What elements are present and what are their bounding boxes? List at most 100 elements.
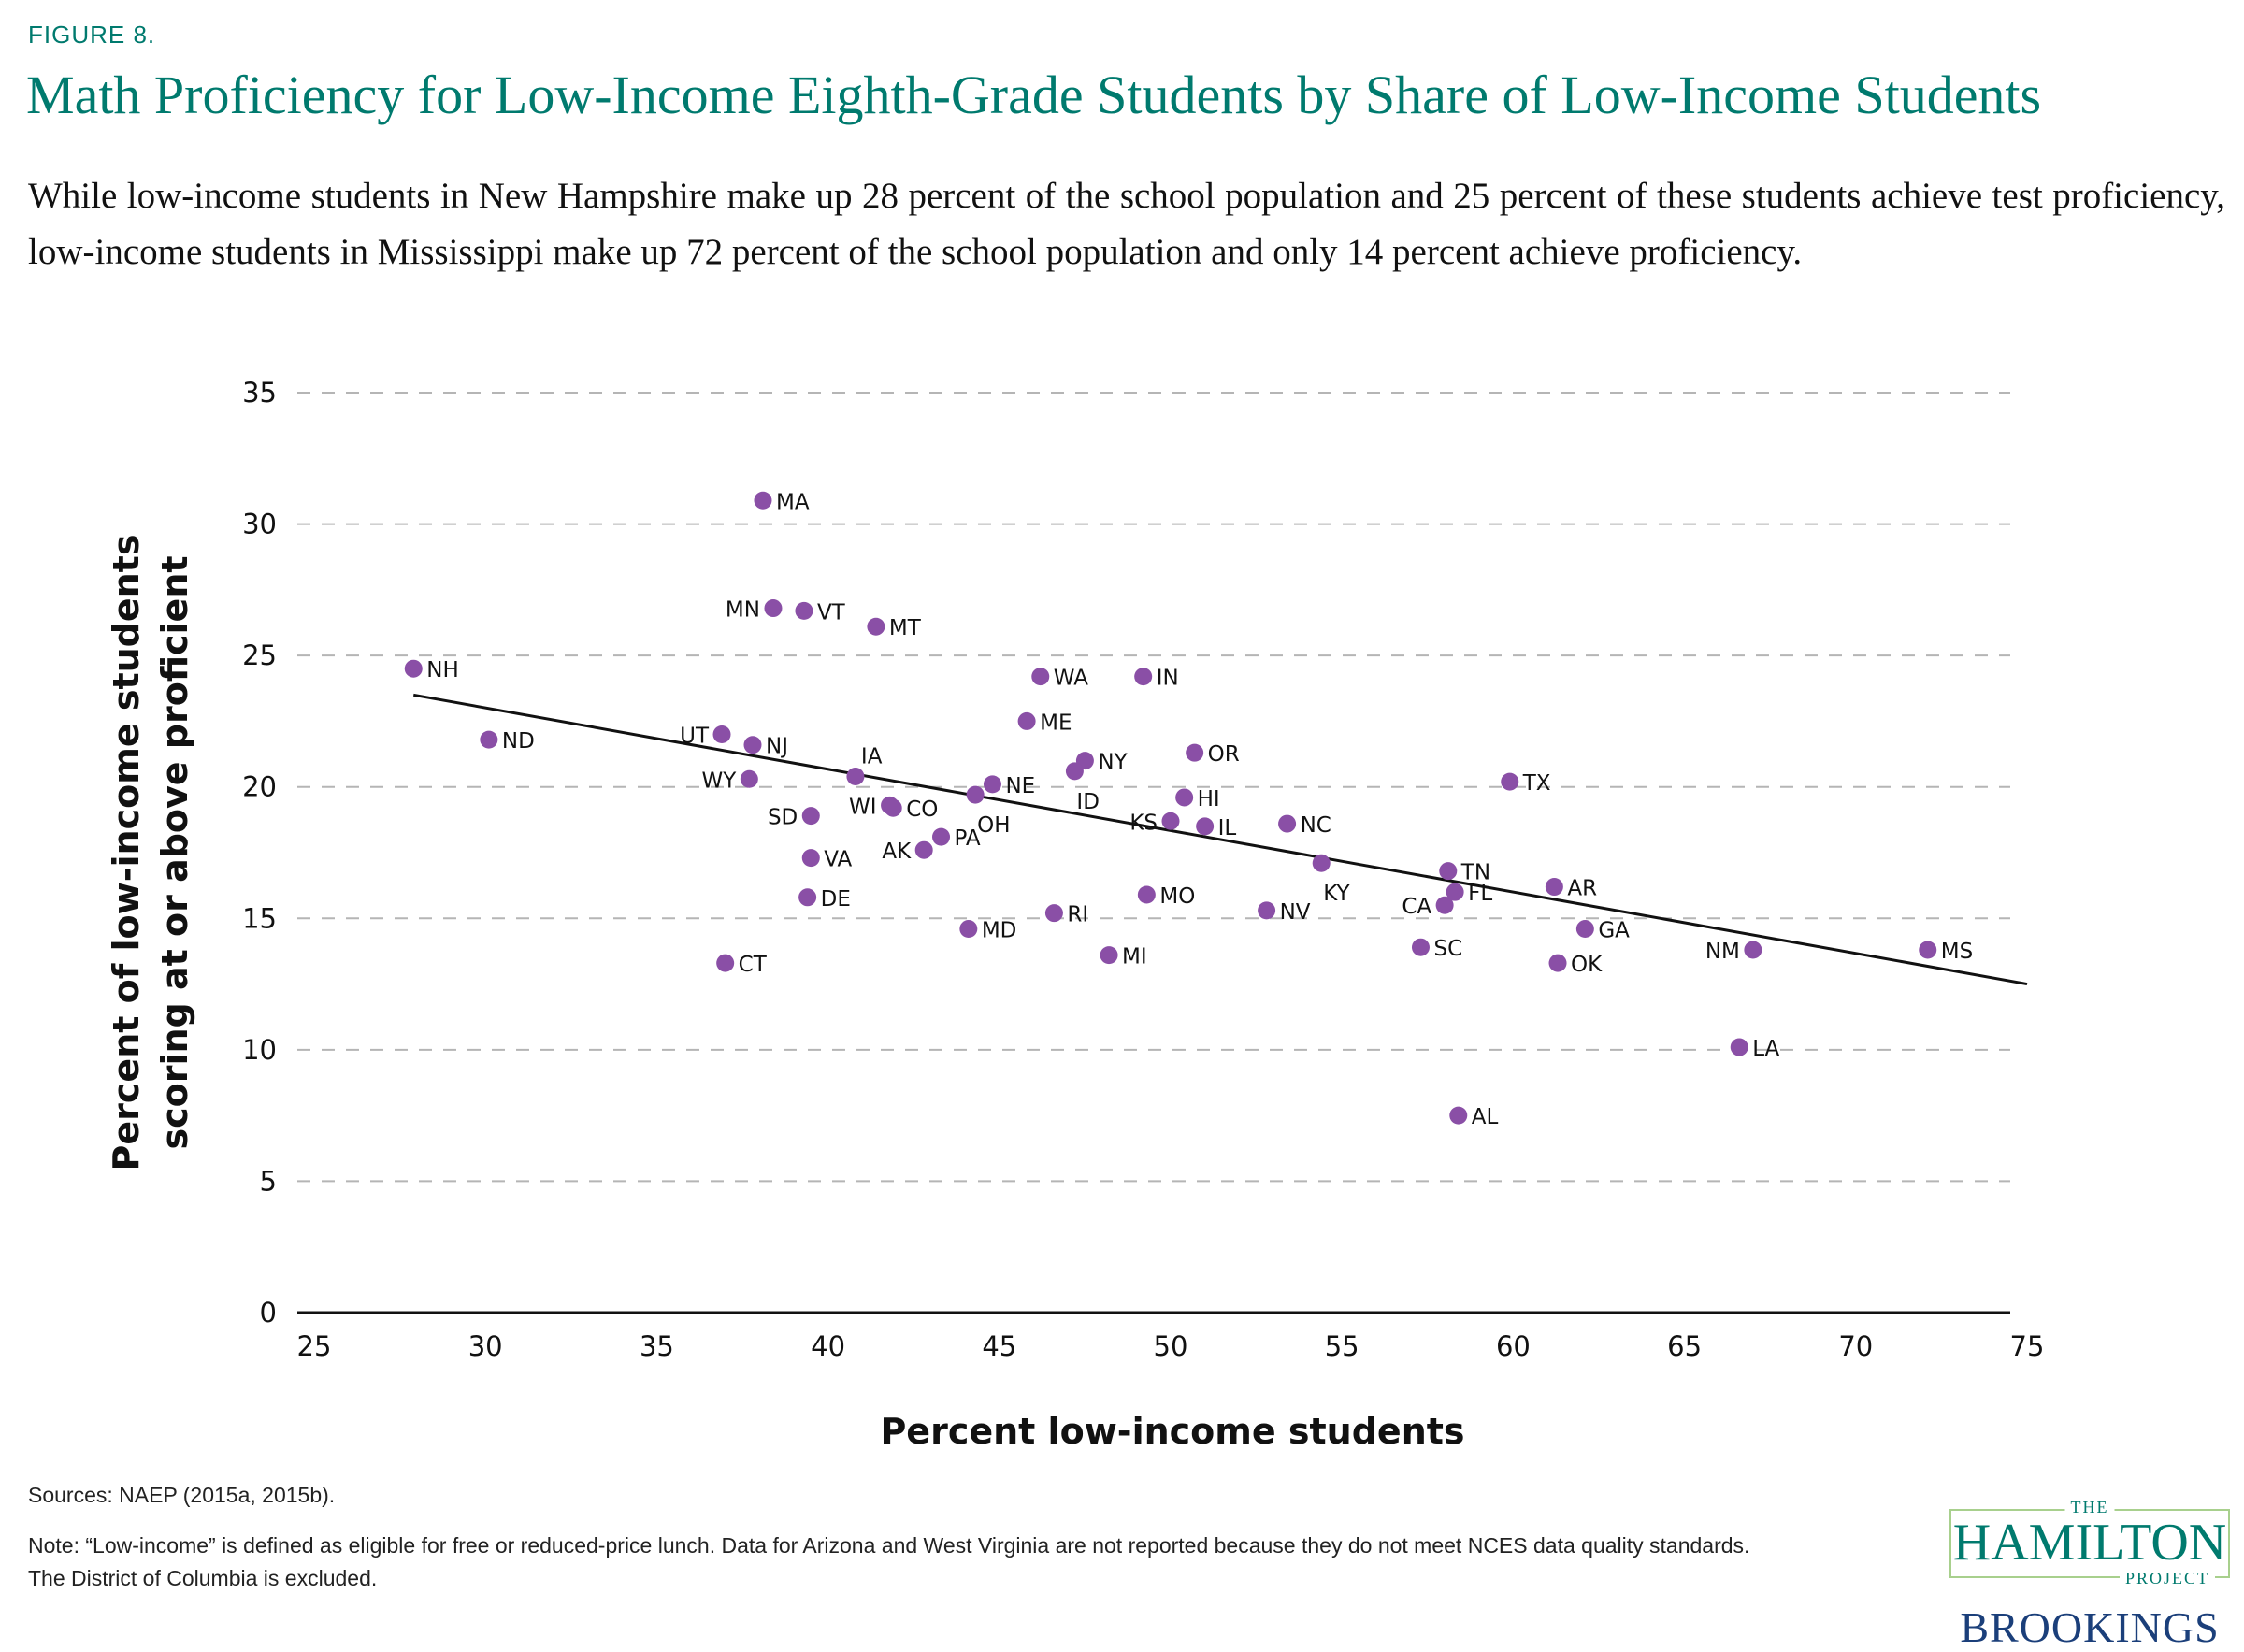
data-point-sd: [801, 807, 820, 826]
data-point-la: [1730, 1038, 1748, 1056]
data-point-ok: [1548, 954, 1567, 972]
data-point-nm: [1744, 941, 1762, 959]
y-tick-label: 10: [242, 1034, 277, 1066]
data-point-nv: [1258, 901, 1276, 920]
data-point-fl: [1446, 883, 1464, 901]
gridlines: [297, 392, 2010, 1183]
data-label-me: ME: [1040, 711, 1072, 735]
data-label-id: ID: [1076, 790, 1100, 814]
data-point-vt: [795, 601, 813, 620]
logo-hamilton: HAMILTON: [1952, 1514, 2227, 1572]
data-point-ms: [1919, 941, 1937, 959]
data-point-wy: [740, 769, 758, 788]
data-point-or: [1186, 743, 1204, 762]
x-tick-label: 65: [1667, 1330, 1702, 1362]
x-tick-label: 60: [1496, 1330, 1531, 1362]
data-label-al: AL: [1472, 1105, 1499, 1129]
data-label-pa: PA: [955, 826, 981, 851]
data-point-ky: [1312, 854, 1331, 872]
data-label-nd: ND: [502, 729, 535, 754]
data-label-nh: NH: [426, 658, 459, 682]
y-tick-labels: 0 5 10 15 20 25 30 35: [242, 377, 277, 1329]
logo-project: PROJECT: [2119, 1569, 2215, 1588]
data-point-al: [1449, 1106, 1468, 1125]
data-point-mo: [1137, 885, 1156, 904]
x-tick-labels: 25 30 35 40 45 50 55 60 65 70 75: [297, 1330, 2045, 1362]
data-point-nd: [480, 730, 498, 749]
x-tick-label: 45: [982, 1330, 1016, 1362]
data-point-tx: [1501, 772, 1519, 791]
y-tick-label: 15: [242, 902, 277, 934]
data-point-co: [884, 798, 902, 817]
data-point-ut: [712, 725, 731, 743]
hamilton-brookings-logo: THE HAMILTON PROJECT BROOKINGS: [1949, 1496, 2230, 1652]
data-point-mt: [867, 617, 885, 636]
data-label-de: DE: [821, 887, 851, 912]
data-label-ut: UT: [680, 724, 710, 748]
x-tick-label: 40: [811, 1330, 845, 1362]
data-point-ca: [1435, 896, 1454, 914]
data-point-ma: [754, 491, 772, 510]
data-point-ga: [1575, 920, 1594, 939]
data-point-id: [1065, 762, 1084, 781]
data-point-il: [1196, 817, 1215, 836]
data-label-fl: FL: [1468, 882, 1492, 906]
data-label-in: IN: [1157, 667, 1179, 691]
x-tick-label: 50: [1154, 1330, 1188, 1362]
data-point-ne: [983, 775, 1001, 794]
brookings-logo: BROOKINGS: [1960, 1603, 2220, 1651]
logo-the: THE: [2064, 1498, 2115, 1517]
data-label-mi: MI: [1122, 945, 1147, 970]
data-label-ca: CA: [1402, 895, 1431, 919]
data-label-ak: AK: [882, 840, 912, 864]
data-label-oh: OH: [977, 813, 1010, 838]
data-point-mn: [764, 599, 783, 618]
data-label-nm: NM: [1705, 940, 1740, 964]
data-label-ky: KY: [1323, 882, 1350, 906]
chart-subtitle: While low-income students in New Hampshi…: [28, 176, 2225, 272]
data-label-ny: NY: [1098, 751, 1128, 775]
x-tick-label: 35: [640, 1330, 674, 1362]
data-label-ar: AR: [1567, 877, 1597, 901]
data-point-de: [798, 888, 817, 907]
x-tick-label: 30: [468, 1330, 503, 1362]
data-point-pa: [932, 827, 951, 846]
trend-line: [412, 693, 2028, 986]
data-point-ri: [1044, 904, 1063, 923]
data-label-nj: NJ: [766, 735, 788, 759]
data-label-wi: WI: [849, 795, 877, 819]
note-text: Note: “Low-income” is defined as eligibl…: [28, 1533, 1750, 1590]
data-label-mt: MT: [889, 616, 922, 640]
data-label-la: LA: [1752, 1037, 1779, 1061]
data-point-me: [1017, 711, 1036, 730]
x-axis-label: Percent low-income students: [880, 1411, 1464, 1452]
data-label-ks: KS: [1129, 811, 1158, 835]
data-point-hi: [1175, 788, 1194, 807]
data-label-tx: TX: [1522, 771, 1551, 796]
data-point-oh: [966, 785, 985, 804]
data-point-nj: [743, 736, 762, 754]
data-point-wa: [1031, 668, 1050, 686]
y-axis-label-line-2: scoring at or above proficient: [154, 555, 195, 1149]
data-label-nc: NC: [1301, 813, 1331, 838]
x-tick-label: 25: [297, 1330, 332, 1362]
data-label-ri: RI: [1067, 903, 1088, 927]
data-point-ar: [1545, 878, 1563, 897]
data-point-ks: [1161, 812, 1180, 830]
data-label-ne: NE: [1005, 774, 1035, 798]
data-label-ct: CT: [739, 953, 768, 977]
data-point-ia: [846, 767, 865, 785]
data-label-wy: WY: [702, 769, 738, 793]
data-label-or: OR: [1208, 742, 1240, 767]
data-label-co: CO: [906, 797, 938, 822]
y-tick-label: 25: [242, 639, 277, 671]
data-label-vt: VT: [817, 600, 846, 625]
y-axis-label-line-1: Percent of low-income students: [106, 535, 147, 1171]
data-label-il: IL: [1218, 816, 1237, 840]
data-point-nc: [1278, 814, 1297, 833]
data-label-md: MD: [982, 919, 1017, 943]
data-point-mi: [1100, 946, 1118, 965]
y-tick-label: 0: [260, 1297, 277, 1329]
y-tick-label: 30: [242, 509, 277, 540]
